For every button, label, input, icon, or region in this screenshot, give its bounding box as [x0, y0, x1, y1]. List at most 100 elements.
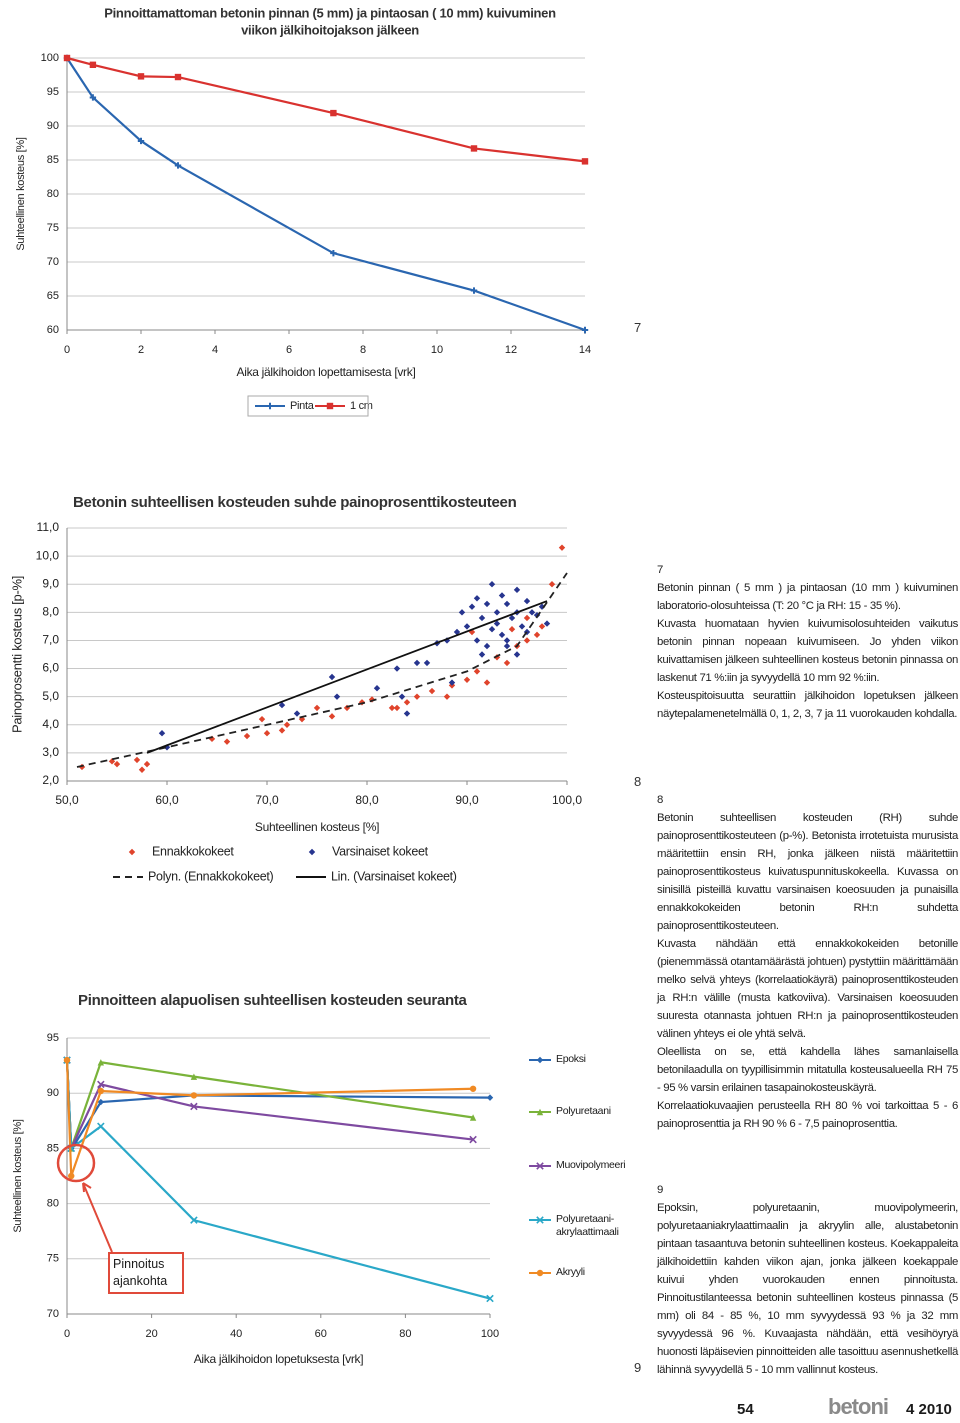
marker: [113, 760, 121, 768]
marker: [463, 623, 471, 630]
marker: [483, 600, 491, 608]
marker: [536, 1269, 544, 1277]
legend-item: Muovipolymeeri: [528, 1159, 634, 1172]
marker: [581, 326, 589, 334]
marker: [536, 1162, 544, 1170]
marker: [508, 626, 516, 633]
marker: [343, 704, 351, 712]
marker: [308, 848, 316, 856]
marker: [398, 693, 406, 700]
paragraph: Betonin pinnan ( 5 mm ) ja pintaosan (10…: [657, 582, 958, 612]
x-tick-label: 60: [315, 1328, 327, 1340]
y-tick-label: 2,0: [42, 773, 59, 787]
legend-label: Pinta: [290, 400, 315, 412]
y-axis-label: Suhteellinen kosteus [%]: [12, 1119, 24, 1233]
legend-label: Varsinaiset kokeet: [332, 844, 429, 858]
x-tick-label: 12: [505, 344, 517, 356]
marker: [326, 402, 334, 410]
y-tick-label: 90: [47, 120, 59, 132]
x-tick-label: 50,0: [55, 793, 79, 807]
y-tick-label: 90: [47, 1087, 59, 1099]
marker: [388, 704, 396, 712]
y-tick-label: 7,0: [42, 633, 59, 647]
marker: [503, 642, 511, 650]
x-tick-label: 80: [399, 1328, 411, 1340]
y-tick-label: 85: [47, 1142, 59, 1154]
marker: [283, 721, 291, 728]
marker: [108, 758, 116, 765]
marker: [448, 679, 456, 686]
legend-icon: [529, 1269, 551, 1277]
x-axis-label: Aika jälkihoidon lopettamisesta [vrk]: [237, 365, 416, 379]
y-tick-label: 70: [47, 256, 59, 268]
x-tick-label: 8: [360, 344, 366, 356]
highlight-circle: [56, 1143, 96, 1183]
marker: [278, 727, 286, 734]
legend-label: Ennakkokokeet: [152, 844, 234, 858]
marker: [413, 693, 421, 700]
marker: [328, 713, 336, 720]
marker: [463, 676, 471, 683]
y-tick-label: 95: [47, 1032, 59, 1044]
marker: [89, 61, 97, 68]
marker: [97, 1080, 105, 1089]
marker: [298, 715, 306, 723]
marker: [358, 699, 366, 706]
marker: [208, 735, 216, 743]
legend-label: Epoksi: [556, 1053, 586, 1065]
marker: [63, 1056, 71, 1064]
marker: [330, 249, 337, 257]
marker: [97, 1122, 105, 1131]
marker: [558, 544, 566, 551]
y-tick-label: 10,0: [36, 548, 60, 562]
y-tick-label: 70: [47, 1308, 59, 1320]
y-tick-label: 4,0: [42, 717, 59, 731]
marker: [493, 654, 501, 661]
annotation: Pinnoitus ajankohta: [108, 1252, 184, 1294]
y-tick-label: 80: [47, 188, 59, 200]
marker: [493, 609, 501, 616]
marker: [393, 665, 401, 672]
paragraph: Kuvasta huomataan hyvien kuivumisolosuht…: [657, 618, 958, 684]
marker: [330, 109, 337, 117]
legend-box: [247, 395, 369, 417]
paragraph: Oleellista on se, että kahdella lähes sa…: [657, 1046, 958, 1094]
figure-number: 8: [634, 774, 642, 789]
paragraph: Betonin suhteellisen kosteuden (RH) suhd…: [657, 812, 958, 932]
x-tick-label: 0: [64, 1328, 70, 1340]
page-number: 54: [737, 1401, 754, 1418]
x-axis-label: Aika jälkihoidon lopetuksesta [vrk]: [194, 1352, 364, 1366]
marker: [128, 848, 136, 856]
x-axis-label: Suhteellinen kosteus [%]: [255, 820, 379, 834]
marker: [243, 732, 251, 740]
paragraph: Kuvasta nähdään että ennakkokokeiden bet…: [657, 938, 958, 1040]
marker: [97, 1087, 105, 1095]
marker: [513, 586, 521, 594]
y-tick-label: 65: [47, 290, 59, 302]
paragraph: Korrelaatiokuvaajien perusteella RH 80 %…: [657, 1100, 958, 1130]
y-axis-label: Painoprosentti kosteus [p-%]: [9, 576, 24, 733]
marker: [538, 623, 546, 630]
y-tick-label: 8,0: [42, 605, 59, 619]
issue: 4 2010: [906, 1401, 952, 1418]
marker: [138, 766, 146, 773]
marker: [473, 595, 481, 602]
marker: [478, 651, 486, 658]
chart-title: Pinnoitteen alapuolisen suhteellisen kos…: [78, 992, 468, 1009]
caption-number: 7: [657, 564, 663, 576]
magazine-logo: betoni: [828, 1394, 889, 1419]
y-tick-label: 80: [47, 1198, 59, 1210]
legend-item: Polyuretaani-akrylaattimaali: [528, 1213, 634, 1239]
y-axis-label: Suhteellinen kosteus [%]: [15, 137, 27, 251]
legend-icon: [529, 1108, 551, 1116]
marker: [97, 1098, 105, 1106]
marker: [158, 730, 166, 737]
paragraph: Kosteuspitoisuutta seurattiin jälkihoido…: [657, 690, 958, 720]
marker: [97, 1059, 105, 1066]
series-line: [65, 1060, 474, 1149]
legend-icon: [529, 1162, 551, 1170]
marker: [278, 701, 286, 709]
marker: [133, 756, 141, 764]
caption-number: 9: [657, 1184, 663, 1196]
